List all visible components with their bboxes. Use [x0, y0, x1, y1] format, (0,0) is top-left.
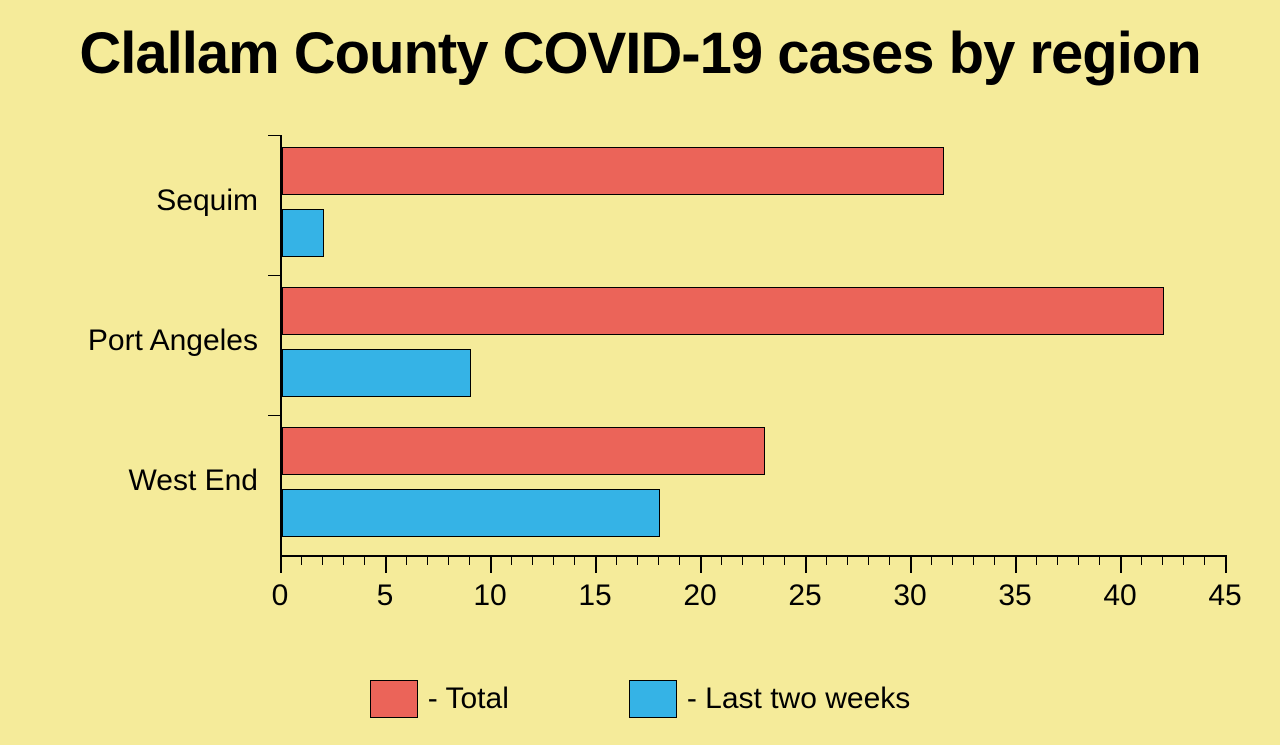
x-tick-minor: [868, 555, 869, 565]
x-tick-minor: [469, 555, 470, 565]
legend-swatch: [370, 680, 418, 718]
category-tick: [268, 135, 280, 136]
x-tick-minor: [532, 555, 533, 565]
x-tick-minor: [1099, 555, 1100, 565]
x-tick-major: [595, 555, 597, 573]
x-tick-major: [385, 555, 387, 573]
x-tick-minor: [1078, 555, 1079, 565]
x-tick-major: [280, 555, 282, 573]
x-tick-minor: [448, 555, 449, 565]
x-tick-label: 40: [1103, 579, 1136, 613]
x-tick-major: [1120, 555, 1122, 573]
x-tick-minor: [658, 555, 659, 565]
chart-title: Clallam County COVID-19 cases by region: [0, 20, 1280, 87]
x-tick-minor: [1141, 555, 1142, 565]
x-tick-minor: [343, 555, 344, 565]
x-tick-label: 30: [893, 579, 926, 613]
x-tick-minor: [616, 555, 617, 565]
x-tick-major: [490, 555, 492, 573]
x-tick-minor: [931, 555, 932, 565]
x-tick-minor: [637, 555, 638, 565]
x-tick-label: 15: [578, 579, 611, 613]
x-tick-label: 5: [377, 579, 394, 613]
x-tick-major: [700, 555, 702, 573]
x-tick-label: 20: [683, 579, 716, 613]
x-tick-minor: [994, 555, 995, 565]
bar: [282, 147, 944, 195]
bar: [282, 287, 1164, 335]
x-tick-minor: [1036, 555, 1037, 565]
legend-label: - Total: [428, 682, 509, 716]
x-tick-minor: [721, 555, 722, 565]
legend-item: - Last two weeks: [629, 680, 910, 718]
x-tick-minor: [784, 555, 785, 565]
bar: [282, 489, 660, 537]
bar: [282, 427, 765, 475]
x-tick-label: 25: [788, 579, 821, 613]
x-tick-minor: [301, 555, 302, 565]
chart-legend: - Total - Last two weeks: [0, 680, 1280, 718]
x-tick-minor: [1204, 555, 1205, 565]
x-tick-minor: [574, 555, 575, 565]
x-tick-minor: [847, 555, 848, 565]
x-tick-minor: [406, 555, 407, 565]
x-tick-minor: [763, 555, 764, 565]
x-tick-minor: [952, 555, 953, 565]
x-tick-minor: [973, 555, 974, 565]
x-tick-minor: [364, 555, 365, 565]
x-tick-major: [1225, 555, 1227, 573]
legend-item: - Total: [370, 680, 509, 718]
x-tick-major: [1015, 555, 1017, 573]
category-tick: [268, 275, 280, 276]
category-tick: [268, 415, 280, 416]
x-tick-major: [805, 555, 807, 573]
x-tick-minor: [742, 555, 743, 565]
category-label: Sequim: [18, 184, 258, 218]
x-tick-minor: [511, 555, 512, 565]
bar: [282, 349, 471, 397]
x-tick-minor: [889, 555, 890, 565]
x-tick-label: 10: [473, 579, 506, 613]
x-tick-minor: [1183, 555, 1184, 565]
legend-label: - Last two weeks: [687, 682, 910, 716]
x-tick-minor: [322, 555, 323, 565]
chart-plot-area: [280, 135, 1225, 555]
x-tick-minor: [427, 555, 428, 565]
x-tick-label: 45: [1208, 579, 1241, 613]
x-axis-line: [280, 555, 1225, 557]
chart-page: Clallam County COVID-19 cases by region …: [0, 0, 1280, 745]
bar: [282, 209, 324, 257]
x-tick-minor: [1057, 555, 1058, 565]
legend-swatch: [629, 680, 677, 718]
x-tick-major: [910, 555, 912, 573]
x-tick-label: 0: [272, 579, 289, 613]
category-label: Port Angeles: [18, 324, 258, 358]
x-tick-minor: [679, 555, 680, 565]
x-tick-minor: [826, 555, 827, 565]
category-label: West End: [18, 464, 258, 498]
x-tick-minor: [553, 555, 554, 565]
x-tick-label: 35: [998, 579, 1031, 613]
x-tick-minor: [1162, 555, 1163, 565]
